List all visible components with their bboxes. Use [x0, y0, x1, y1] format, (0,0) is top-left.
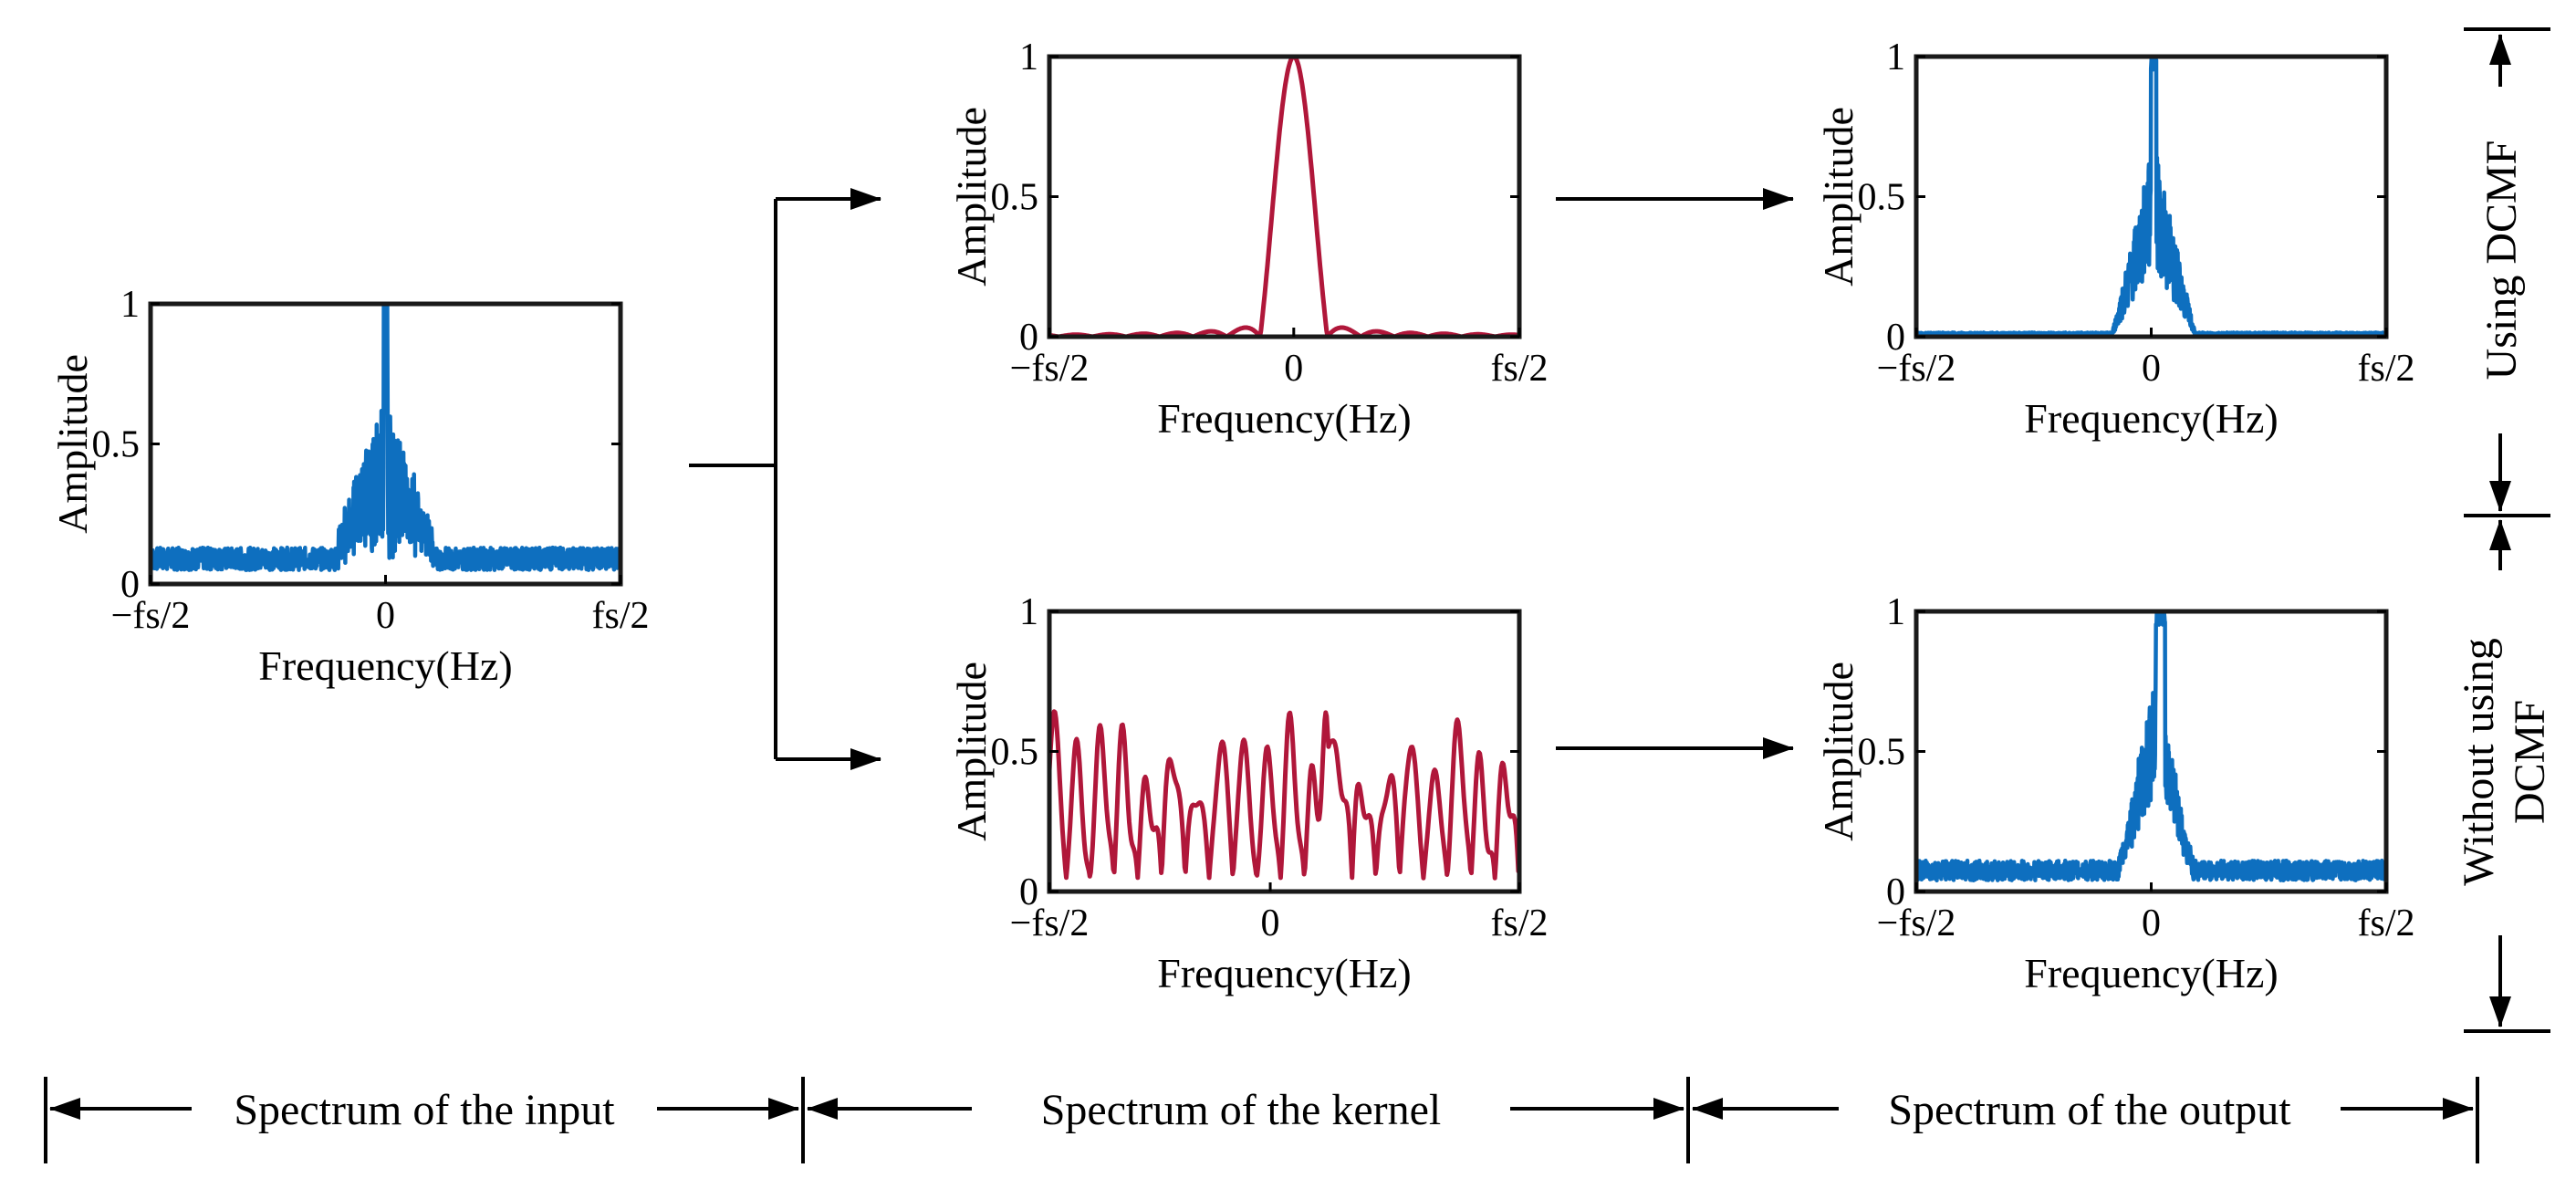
y-tick-label: 0: [1019, 871, 1038, 913]
x-axis-label: Frequency(Hz): [2024, 950, 2278, 996]
series-line-kernel-dcmf: [1048, 54, 1521, 339]
x-tick-label: −fs/2: [1877, 902, 1956, 944]
y-tick-label: 1: [120, 284, 140, 326]
y-axis-label: Amplitude: [1815, 662, 1862, 841]
x-axis-label: Frequency(Hz): [258, 642, 512, 689]
y-tick-label: 0.5: [991, 732, 1039, 774]
x-tick-label: 0: [376, 595, 395, 637]
output-spectrum-label: Spectrum of the output: [1888, 1086, 2291, 1134]
y-tick-label: 1: [1019, 37, 1038, 78]
series-line-output-nodcmf: [1914, 610, 2389, 882]
x-axis-label: Frequency(Hz): [2024, 395, 2278, 442]
y-tick-label: 0: [1019, 317, 1038, 359]
y-tick-label: 1: [1019, 591, 1038, 633]
y-tick-label: 0.5: [991, 177, 1039, 219]
y-tick-label: 0: [1886, 317, 1905, 359]
x-tick-label: fs/2: [1491, 902, 1549, 944]
y-tick-label: 0: [120, 564, 140, 606]
using-dcmf-label: Using DCMF: [2477, 141, 2526, 381]
y-axis-label: Amplitude: [948, 662, 995, 841]
flow-arrows: [689, 188, 1794, 770]
input-spectrum-label: Spectrum of the input: [234, 1086, 615, 1134]
series-line-output-dcmf: [1914, 55, 2388, 339]
series-line-kernel-nodcmf: [1047, 709, 1522, 881]
x-tick-label: 0: [2142, 902, 2161, 944]
x-tick-label: 0: [1284, 348, 1303, 390]
x-tick-label: −fs/2: [1010, 902, 1090, 944]
y-tick-label: 0.5: [1858, 177, 1906, 219]
x-tick-label: fs/2: [592, 595, 650, 637]
series-line-input: [148, 301, 623, 572]
bottom-ranges: [44, 1077, 2479, 1163]
x-tick-label: −fs/2: [111, 595, 191, 637]
y-tick-label: 1: [1886, 591, 1905, 633]
y-tick-label: 0.5: [92, 424, 141, 466]
y-tick-label: 0: [1886, 871, 1905, 913]
x-axis-label: Frequency(Hz): [1157, 950, 1411, 996]
y-axis-label: Amplitude: [948, 107, 995, 287]
x-axis-label: Frequency(Hz): [1157, 395, 1411, 442]
side-bracket: [2464, 27, 2550, 1033]
x-tick-label: fs/2: [2358, 902, 2415, 944]
without-dcmf-label-line2: DCMF: [2506, 700, 2554, 824]
y-axis-label: Amplitude: [1815, 107, 1862, 287]
y-tick-label: 0.5: [1858, 732, 1906, 774]
without-dcmf-label-line1: Without using: [2455, 638, 2503, 885]
y-tick-label: 1: [1886, 37, 1905, 78]
x-tick-label: −fs/2: [1877, 348, 1956, 390]
x-tick-label: 0: [2142, 348, 2161, 390]
y-axis-label: Amplitude: [49, 354, 96, 534]
x-tick-label: −fs/2: [1010, 348, 1090, 390]
kernel-spectrum-label: Spectrum of the kernel: [1041, 1086, 1442, 1134]
x-tick-label: 0: [1261, 902, 1280, 944]
x-tick-label: fs/2: [1491, 348, 1549, 390]
x-tick-label: fs/2: [2358, 348, 2415, 390]
